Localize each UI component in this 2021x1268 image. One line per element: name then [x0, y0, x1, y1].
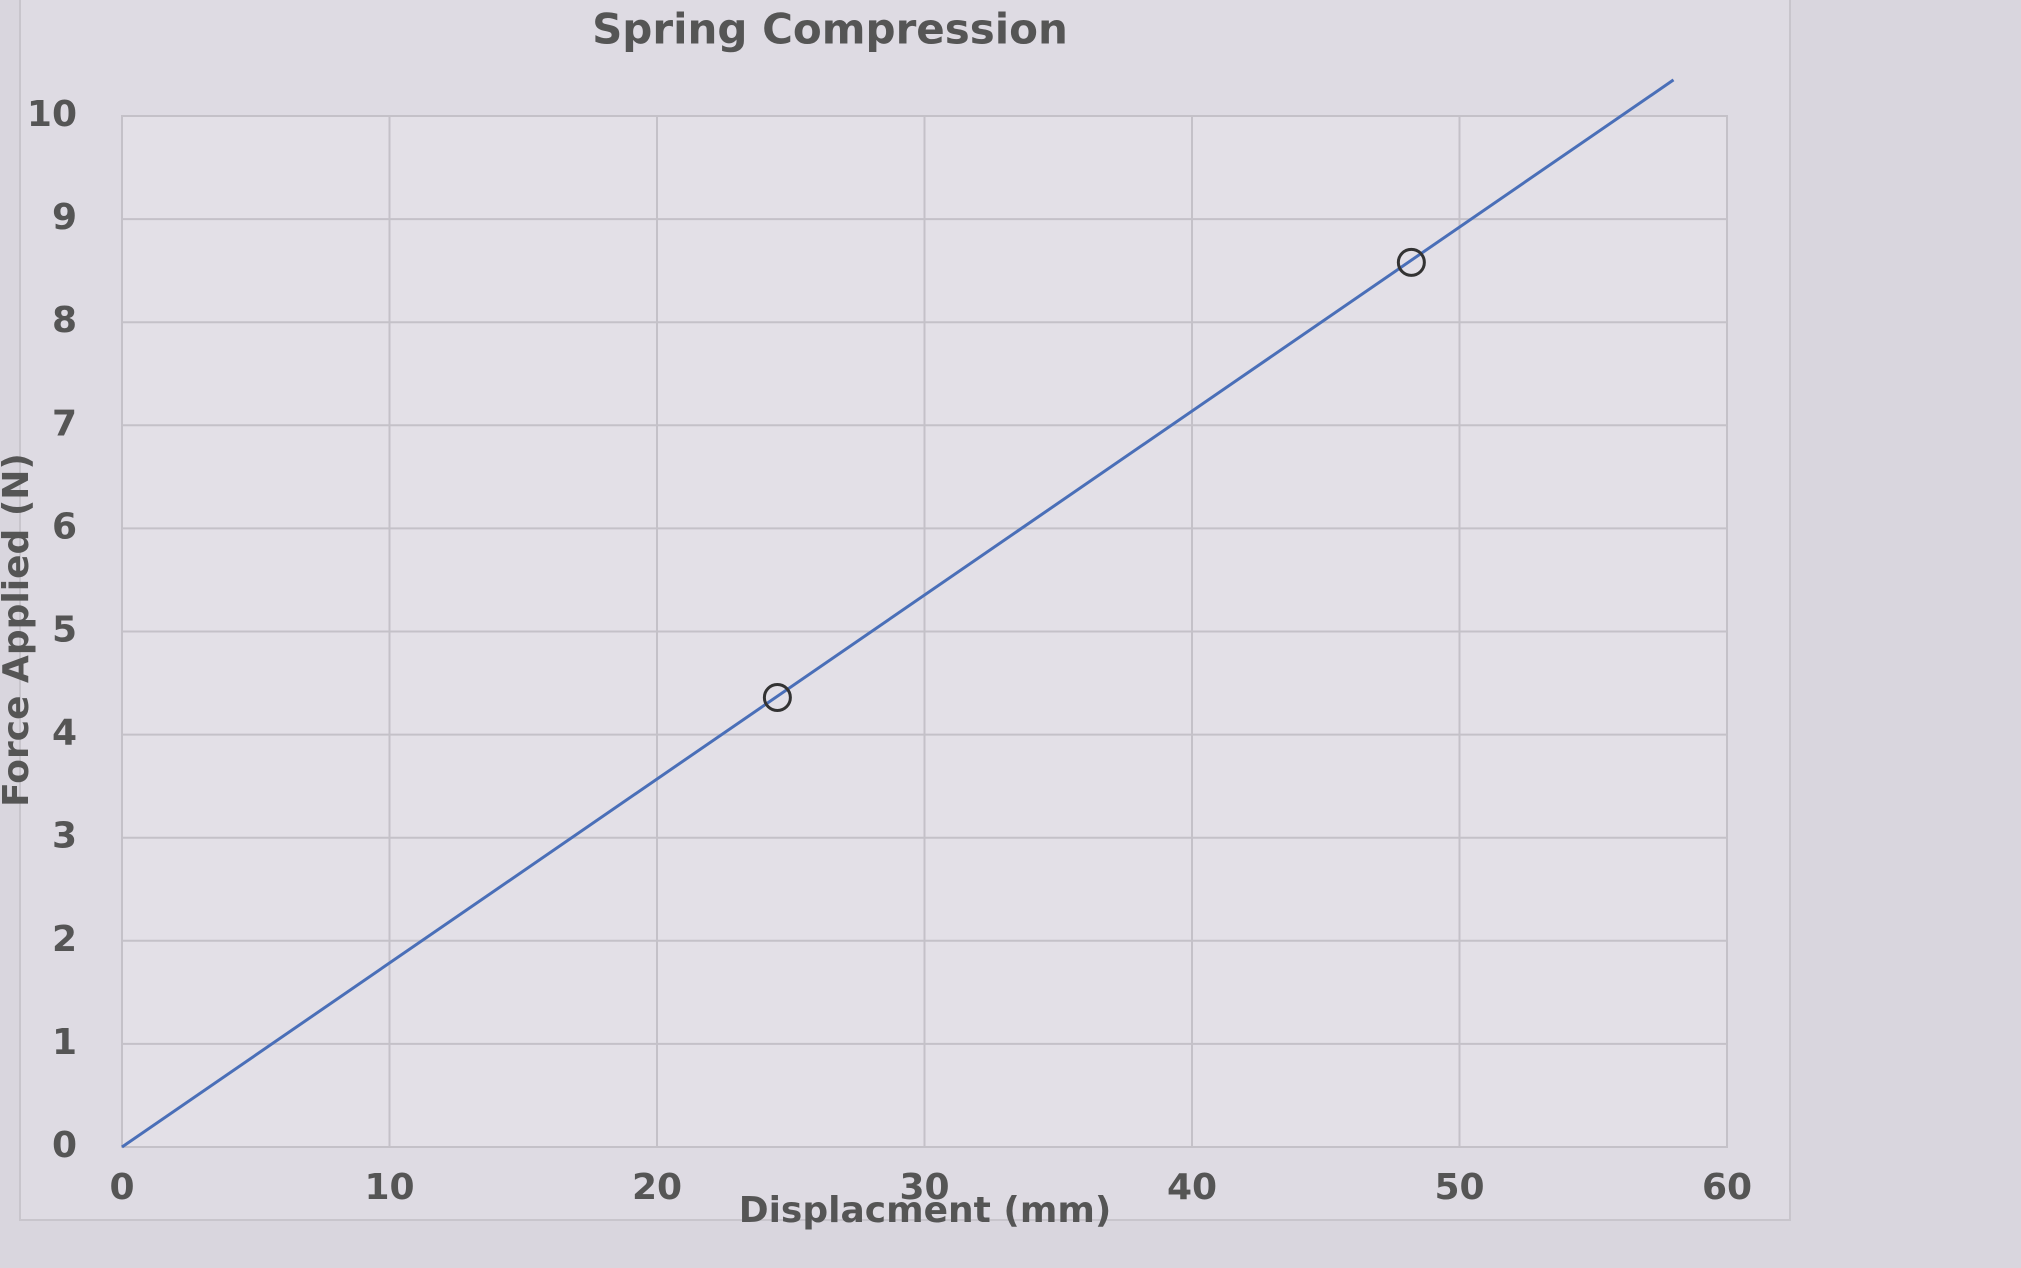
y-tick-label: 1 [52, 1022, 77, 1063]
x-tick-label: 40 [1167, 1167, 1217, 1208]
x-axis-label: Displacment (mm) [739, 1190, 1112, 1231]
y-axis-label: Force Applied (N) [0, 453, 37, 807]
y-tick-label: 10 [27, 94, 77, 135]
data-line [121, 78, 1675, 1149]
y-tick-label: 0 [52, 1125, 77, 1166]
point-marker [762, 682, 792, 712]
x-tick-label: 60 [1702, 1167, 1752, 1208]
y-tick-label: 7 [52, 403, 77, 444]
x-tick-label: 30 [899, 1167, 949, 1208]
y-tick-label: 4 [52, 713, 77, 754]
y-tick-label: 6 [52, 506, 77, 547]
x-tick-label: 20 [632, 1167, 682, 1208]
y-tick-label: 9 [52, 197, 77, 238]
x-tick-label: 10 [364, 1167, 414, 1208]
y-tick-label: 3 [52, 816, 77, 857]
y-tick-label: 2 [52, 919, 77, 960]
point-marker [1396, 247, 1426, 277]
x-tick-label: 0 [109, 1167, 134, 1208]
chart-title: Spring Compression [592, 5, 1068, 54]
y-tick-label: 5 [52, 610, 77, 651]
x-tick-label: 50 [1434, 1167, 1484, 1208]
y-tick-label: 8 [52, 300, 77, 341]
